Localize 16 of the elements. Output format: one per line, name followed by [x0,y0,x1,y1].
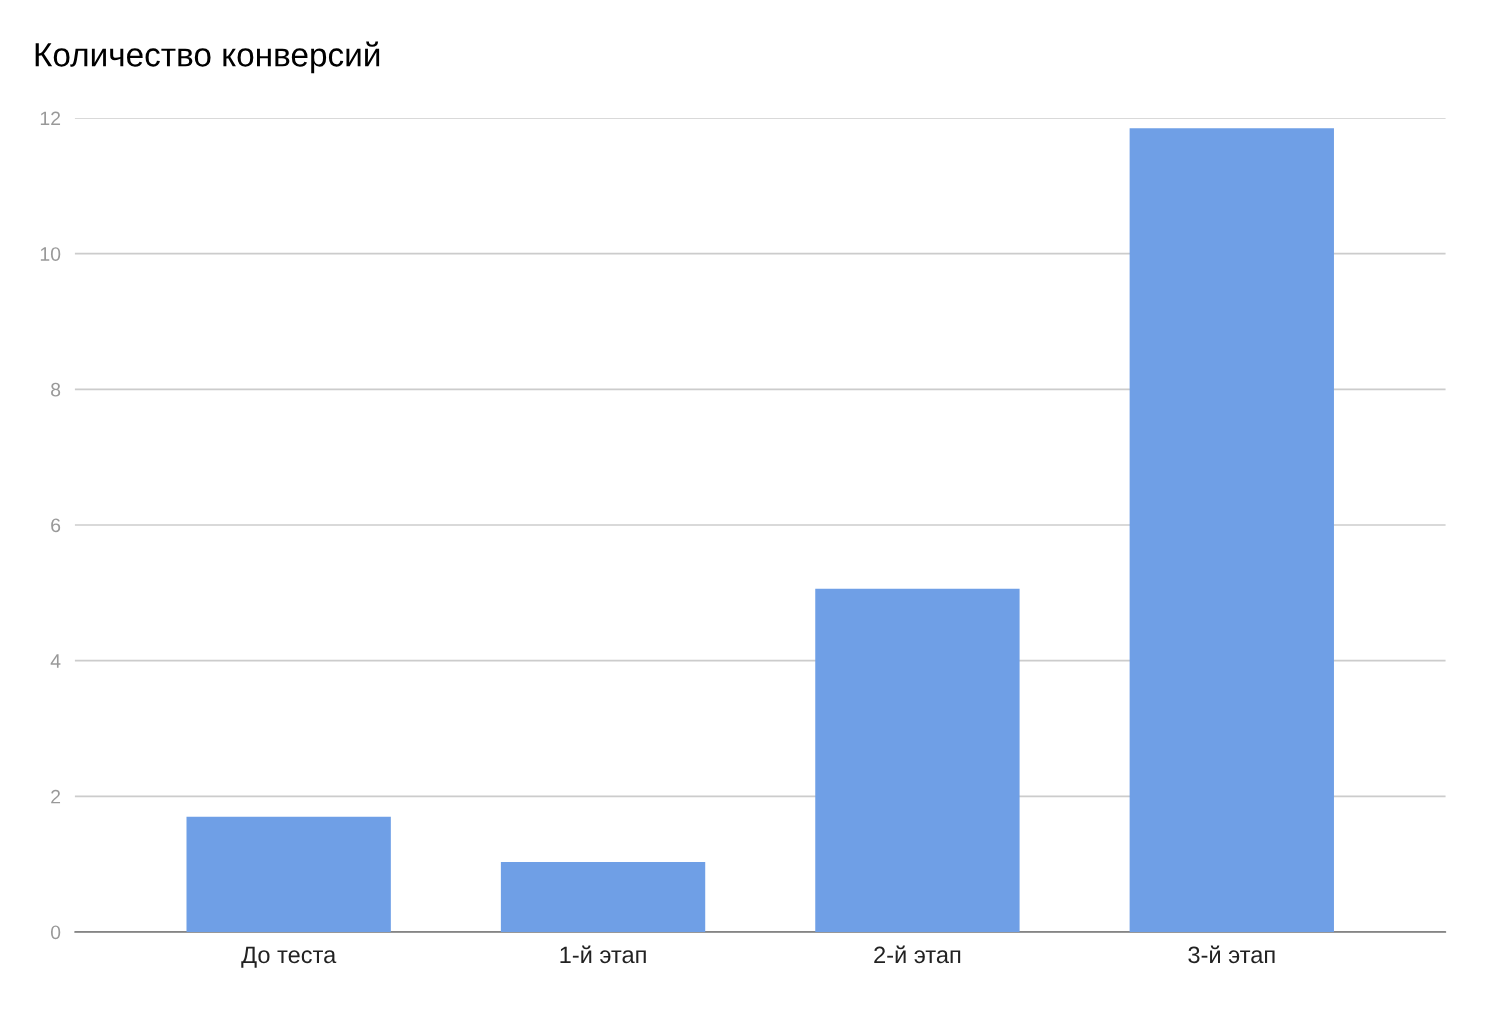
y-tick-label: 6 [51,518,61,533]
y-tick-label: 8 [51,382,61,397]
x-tick-label: 1-й этап [560,945,646,964]
bar [186,816,391,932]
bar [500,862,706,932]
y-tick-label: 0 [50,925,61,940]
x-tick-label: До теста [241,946,337,968]
y-tick-label: 10 [40,247,61,261]
chart-title: Количество конверсий [35,41,380,74]
y-tick-label: 12 [40,111,61,126]
y-tick-label: 4 [50,654,61,668]
x-tick-label: 3-й этап [1188,945,1275,964]
x-tick-label: 2-й этап [874,945,961,964]
bar [1129,128,1334,932]
bar [815,588,1020,932]
y-tick-label: 2 [51,789,61,804]
